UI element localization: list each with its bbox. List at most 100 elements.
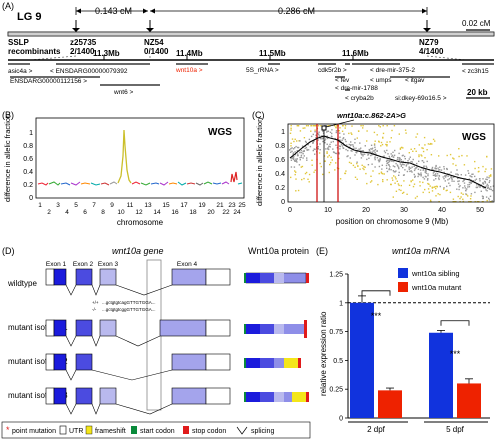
- scatter-point: [339, 148, 341, 150]
- scatter-point: [320, 135, 323, 137]
- scatter-point: [362, 155, 364, 157]
- scatter-point: [443, 178, 445, 180]
- scatter-point: [435, 173, 437, 175]
- scatter-point: [294, 147, 296, 149]
- scatter-point: [348, 161, 351, 164]
- scatter-point: [431, 143, 433, 145]
- mb-tick-11-4: 11.4Mb: [176, 49, 203, 58]
- scatter-point: [378, 172, 380, 175]
- scatter-point: [290, 145, 292, 147]
- scatter-point: [373, 131, 376, 134]
- bar-sibling-0: [350, 302, 374, 418]
- scatter-point: [366, 140, 368, 142]
- scatter-point: [356, 162, 358, 165]
- scatter-point: [453, 180, 455, 182]
- scatter-point: [386, 167, 388, 169]
- scatter-point: [402, 160, 404, 163]
- scatter-point: [289, 149, 291, 151]
- scatter-point: [448, 178, 451, 180]
- scatter-point: [418, 155, 420, 158]
- scatter-point: [365, 172, 367, 175]
- scatter-point: [301, 145, 304, 147]
- scatter-point: [324, 139, 326, 142]
- gene-sidkey: si:dkey-69o16.5 >: [395, 95, 447, 102]
- scatter-point: [326, 151, 328, 153]
- scatter-point: [361, 154, 363, 156]
- scatter-point: [436, 175, 438, 177]
- scatter-point: [478, 170, 480, 173]
- scatter-point: [289, 132, 292, 134]
- scatter-point: [346, 144, 348, 146]
- scatter-point: [443, 187, 445, 189]
- scatter-point: [296, 161, 298, 163]
- scatter-point: [485, 196, 488, 198]
- scatter-point: [336, 125, 338, 127]
- gene-ensdarg-156: ENSDARG00000112156 >: [10, 78, 87, 85]
- wildtype-gene-model: [45, 268, 231, 296]
- scatter-point: [466, 188, 468, 190]
- scatter-point: [435, 164, 437, 167]
- scatter-point: [422, 176, 424, 179]
- scatter-point: [381, 173, 384, 175]
- scatter-point: [488, 177, 490, 179]
- scatter-point: [486, 183, 488, 186]
- scatter-point: [317, 132, 319, 135]
- scatter-point: [427, 188, 430, 190]
- panel-d-diagram: (D) wnt10a gene Wnt10a protein wildtype …: [1, 246, 311, 439]
- scatter-point: [451, 177, 453, 179]
- scatter-point: [399, 159, 401, 161]
- scatter-point: [300, 151, 303, 154]
- scatter-point: [411, 166, 413, 168]
- panel-b-xtick: 24: [233, 209, 241, 216]
- scatter-point: [328, 145, 330, 147]
- scatter-point: [370, 175, 372, 177]
- scatter-point: [359, 142, 361, 144]
- legend-utr: UTR: [69, 428, 83, 435]
- scatter-point: [435, 178, 437, 180]
- scatter-point: [421, 147, 423, 149]
- row-label-isoform-3: mutant isoform 3: [8, 391, 68, 400]
- scatter-point: [378, 140, 380, 142]
- scatter-point: [447, 175, 449, 177]
- wildtype-protein: [244, 272, 309, 284]
- scatter-point: [311, 159, 313, 161]
- gene-mir1788: < dre-mir-1788: [335, 85, 378, 92]
- scatter-point: [330, 156, 332, 158]
- linkage-group-label: LG 9: [17, 11, 41, 23]
- scatter-point: [342, 125, 344, 127]
- scatter-point: [304, 140, 307, 143]
- scatter-point: [389, 166, 391, 168]
- scatter-point: [331, 159, 333, 161]
- scatter-point: [332, 140, 334, 143]
- scatter-point: [410, 167, 412, 169]
- scatter-point: [462, 187, 464, 189]
- scatter-point: [407, 160, 409, 162]
- scatter-point: [314, 131, 316, 133]
- panel-b-xtick: 8: [101, 209, 105, 216]
- scatter-point: [457, 174, 459, 176]
- scatter-point: [383, 155, 385, 157]
- scatter-point: [489, 195, 492, 197]
- panel-c-letter: (C): [252, 110, 265, 120]
- scatter-point: [408, 167, 410, 169]
- scatter-point: [344, 125, 347, 127]
- scatter-point: [292, 157, 294, 160]
- scatter-point: [442, 176, 444, 178]
- scatter-point: [476, 184, 478, 186]
- scatter-point: [434, 140, 436, 142]
- scatter-point: [458, 148, 460, 150]
- scatter-point: [393, 154, 396, 156]
- scatter-point: [475, 178, 478, 180]
- scatter-point: [319, 143, 321, 145]
- scatter-point: [438, 155, 440, 157]
- scatter-point: [438, 177, 440, 179]
- scatter-point: [335, 144, 337, 146]
- scatter-point: [462, 198, 464, 200]
- scatter-point: [486, 199, 488, 202]
- scatter-point: [314, 129, 316, 131]
- scatter-point: [354, 138, 356, 140]
- scatter-point: [307, 149, 310, 151]
- seq-mut-prefix: -/-: [92, 307, 97, 312]
- scatter-point: [393, 171, 395, 173]
- scatter-point: [470, 195, 472, 197]
